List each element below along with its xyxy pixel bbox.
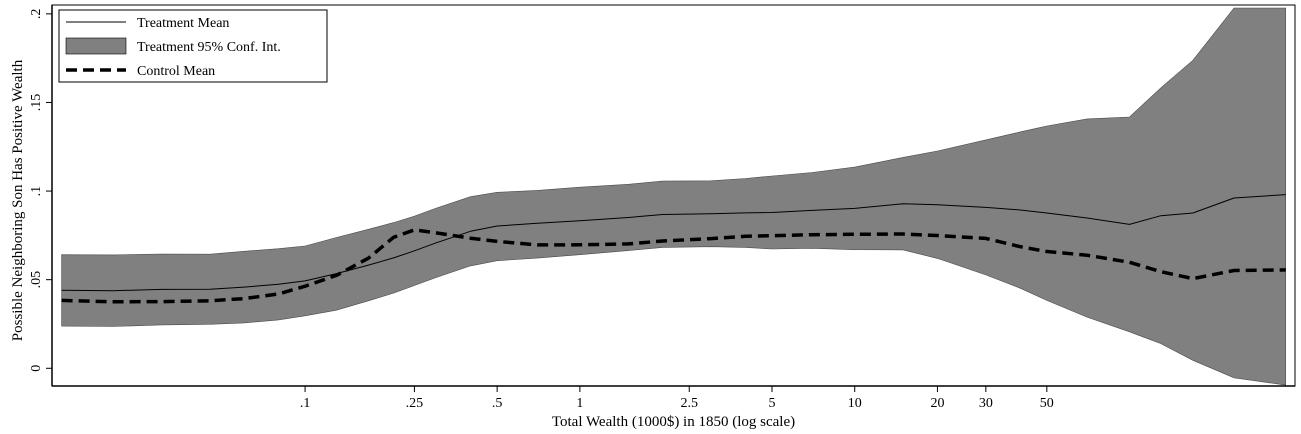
series-treatment-mean-line: [61, 194, 1286, 292]
legend-label-treatment-mean: Treatment Mean: [137, 16, 229, 31]
x-tick-label: 10: [848, 396, 862, 411]
legend-label-treatment-ci: Treatment 95% Conf. Int.: [137, 40, 281, 55]
x-tick-label: 5: [768, 396, 775, 411]
series-control-mean-line: [61, 228, 1286, 304]
y-axis-ticks: 0 .05 .1 .15 .2: [29, 9, 52, 372]
x-tick-label: 50: [1040, 396, 1054, 411]
legend: Treatment Mean Treatment 95% Conf. Int. …: [58, 9, 328, 83]
x-tick-label: .1: [300, 396, 311, 411]
y-tick-label: .15: [29, 94, 44, 112]
y-axis-title: Possible Neighboring Son Has Positive We…: [10, 59, 26, 341]
y-tick-label: .2: [29, 9, 44, 20]
x-tick-label: 2.5: [681, 396, 699, 411]
y-tick-label: 0: [29, 365, 44, 372]
legend-key-treatment-ci: [65, 37, 127, 55]
series-line-layer: [61, 194, 1286, 304]
x-tick-label: 20: [930, 396, 944, 411]
x-tick-label: .5: [492, 396, 503, 411]
x-axis-ticks: .1 .25 .5 1 2.5 5 10 20 30 50: [300, 386, 1054, 411]
x-tick-label: 1: [576, 396, 583, 411]
plot-border: [51, 4, 1296, 387]
y-tick-label: .05: [29, 271, 44, 289]
x-tick-label: 30: [979, 396, 993, 411]
series-treatment-ci-band: [61, 7, 1286, 386]
axes: [51, 4, 1296, 387]
legend-label-control-mean: Control Mean: [137, 64, 215, 79]
x-axis-title: Total Wealth (1000$) in 1850 (log scale): [552, 414, 795, 430]
y-tick-label: .1: [29, 186, 44, 197]
confidence-band-layer: [61, 7, 1286, 386]
x-tick-label: .25: [406, 396, 424, 411]
